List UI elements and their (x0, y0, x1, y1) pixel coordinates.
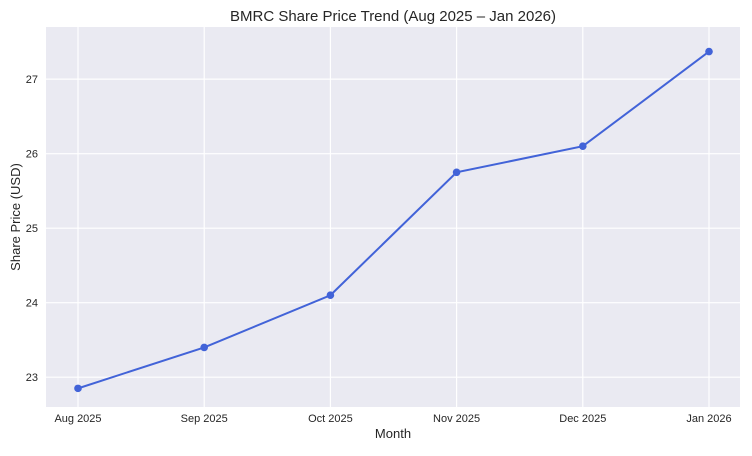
data-points (74, 47, 713, 393)
x-axis-label: Month (375, 426, 411, 441)
series-line (77, 50, 710, 390)
chart-title: BMRC Share Price Trend (Aug 2025 – Jan 2… (230, 8, 556, 25)
data-point (74, 384, 82, 393)
y-tick-label: 24 (26, 298, 38, 310)
y-tick-label: 23 (26, 372, 38, 384)
plot-background (46, 27, 740, 407)
grid-lines (46, 27, 740, 407)
data-point (705, 47, 713, 56)
y-axis-label: Share Price (USD) (8, 163, 23, 271)
data-point (579, 142, 587, 151)
y-tick-label: 27 (26, 74, 38, 86)
y-tick-labels: 23 24 25 26 27 (26, 74, 38, 384)
data-point (200, 343, 208, 352)
data-point (452, 168, 461, 177)
y-tick-label: 25 (26, 223, 38, 235)
x-tick-label: Dec 2025 (559, 413, 606, 425)
x-tick-labels: Aug 2025 Sep 2025 Oct 2025 Nov 2025 Dec 2025… (54, 413, 731, 425)
y-tick-label: 26 (26, 149, 38, 161)
x-tick-label: Aug 2025 (54, 413, 101, 425)
x-tick-label: Sep 2025 (181, 413, 228, 425)
x-tick-label: Oct 2025 (308, 413, 353, 425)
data-point (326, 291, 335, 300)
x-tick-label: Jan 2026 (686, 413, 731, 425)
x-tick-label: Nov 2025 (433, 413, 480, 425)
